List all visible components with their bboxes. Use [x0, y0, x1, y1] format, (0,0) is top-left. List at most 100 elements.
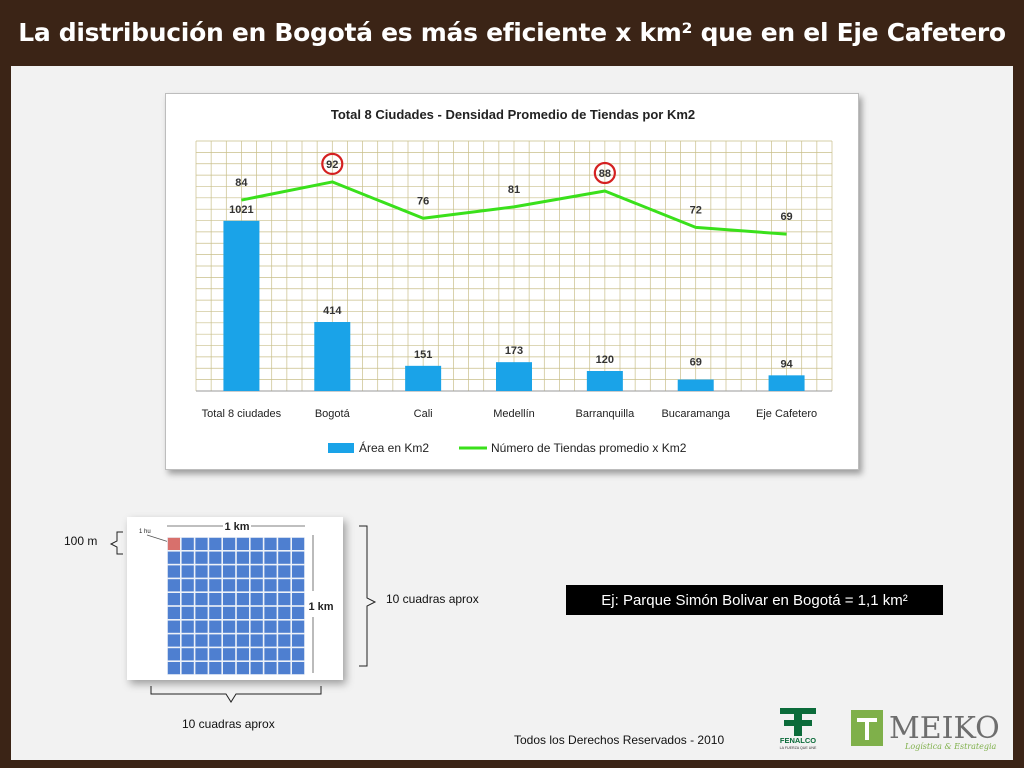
km-grid-cell [167, 579, 180, 592]
chart-legend: Área en Km2 Número de Tiendas promedio x… [328, 440, 687, 455]
km-grid-cell [264, 620, 277, 633]
km-grid-cell [167, 606, 180, 619]
km-grid-cell [292, 648, 305, 661]
km-grid-cell [250, 537, 263, 550]
bar-value-label: 120 [596, 354, 614, 366]
km-scale-figure: 1 km 1 hu 1 km [127, 517, 343, 680]
km-grid-cell [292, 593, 305, 606]
fenalco-logo: FENALCO LA FUERZA QUE UNE [780, 708, 817, 750]
km-grid: 1 km 1 hu 1 km [139, 521, 334, 675]
chart-x-ticks: Total 8 ciudades Bogotá Cali Medellín Barran… [202, 408, 817, 420]
chart-line [241, 180, 787, 236]
km-grid-cell [167, 565, 180, 578]
fenalco-wordmark: FENALCO [780, 736, 816, 745]
line-value-label: 84 [235, 177, 248, 189]
km-grid-cell [278, 593, 291, 606]
km-grid-cell [236, 620, 249, 633]
km-grid-cell [209, 648, 222, 661]
slide-body: Total 8 Ciudades - Densidad Promedio de … [11, 66, 1013, 760]
km-grid-cell [264, 634, 277, 647]
km-grid-cell [181, 620, 194, 633]
km-grid-cell [250, 662, 263, 675]
line-value-label: 69 [780, 211, 792, 223]
km-grid-cell [250, 648, 263, 661]
km-grid-cell [278, 648, 291, 661]
km-grid-cell [292, 662, 305, 675]
km-grid-cell [264, 579, 277, 592]
km-grid-cell [167, 662, 180, 675]
km-grid-cell [195, 551, 208, 564]
scale-cell-label: 1 hu [139, 529, 151, 535]
line-value-label: 76 [417, 195, 429, 207]
km-grid-cell [223, 537, 236, 550]
km-grid-cell [223, 634, 236, 647]
km-grid-cell [167, 551, 180, 564]
km-grid-cell [209, 537, 222, 550]
bar-area-km2 [405, 365, 442, 391]
bar-value-label: 94 [780, 358, 793, 370]
km-grid-cell [264, 551, 277, 564]
km-grid-cell [250, 565, 263, 578]
km-grid-cell [181, 565, 194, 578]
fenalco-mark [780, 708, 816, 736]
legend-bar-swatch [328, 443, 354, 453]
bar-area-km2 [496, 362, 532, 391]
km-grid-cell [181, 579, 194, 592]
km-grid-cell [181, 551, 194, 564]
km-grid-cell [236, 579, 249, 592]
km-grid-cell [292, 537, 305, 550]
km-grid-cell [278, 634, 291, 647]
km-grid-cell [195, 593, 208, 606]
line-value-label: 88 [599, 168, 611, 180]
km-grid-cell [223, 606, 236, 619]
km-grid-cell [236, 593, 249, 606]
fenalco-tagline: LA FUERZA QUE UNE [780, 746, 817, 750]
km-grid-cell [223, 648, 236, 661]
km-grid-cell [195, 634, 208, 647]
legend-bar-label: Área en Km2 [359, 440, 429, 455]
km-grid-cell [236, 606, 249, 619]
km-grid-cell [278, 606, 291, 619]
x-tick-label: Eje Cafetero [756, 408, 817, 420]
scale-bottom-label: 10 cuadras aprox [182, 717, 275, 731]
left-bracket [109, 531, 123, 555]
km-grid-cell-highlight [167, 537, 180, 550]
bar-value-label: 414 [323, 305, 342, 317]
km-grid-cell [223, 551, 236, 564]
line-value-label: 92 [326, 159, 338, 171]
example-callout: Ej: Parque Simón Bolivar en Bogotá = 1,1… [566, 585, 943, 615]
km-grid-cell [209, 551, 222, 564]
km-grid-cell [195, 537, 208, 550]
km-grid-cell [278, 537, 291, 550]
km-grid-cell [195, 606, 208, 619]
x-tick-label: Bogotá [315, 408, 351, 420]
line-value-label: 72 [690, 204, 702, 216]
bar-area-km2 [586, 371, 623, 391]
km-grid-cell [181, 648, 194, 661]
km-grid-cell [264, 537, 277, 550]
km-grid-cell [167, 648, 180, 661]
line-value-label: 81 [508, 184, 520, 196]
km-grid-cell [195, 579, 208, 592]
bar-area-km2 [677, 379, 714, 391]
highlight-circle [321, 152, 344, 176]
km-grid-cell [209, 662, 222, 675]
bottom-bracket [150, 686, 322, 703]
km-grid-cell [278, 579, 291, 592]
km-grid-cell [278, 551, 291, 564]
x-tick-label: Medellín [493, 408, 535, 420]
km-grid-cell [167, 634, 180, 647]
km-grid-cell [181, 593, 194, 606]
km-grid-cell [236, 551, 249, 564]
meiko-mark-cut [857, 718, 877, 740]
km-grid-cell [264, 662, 277, 675]
km-grid-cell [223, 593, 236, 606]
bar-value-label: 151 [414, 349, 432, 361]
km-grid-cell [209, 634, 222, 647]
km-grid-cell [250, 579, 263, 592]
copyright-footer: Todos los Derechos Reservados - 2010 [514, 733, 725, 747]
km-grid-cell [209, 620, 222, 633]
chart-title: Total 8 Ciudades - Densidad Promedio de … [331, 107, 695, 122]
km-grid-cell [264, 593, 277, 606]
km-grid-cell [236, 634, 249, 647]
